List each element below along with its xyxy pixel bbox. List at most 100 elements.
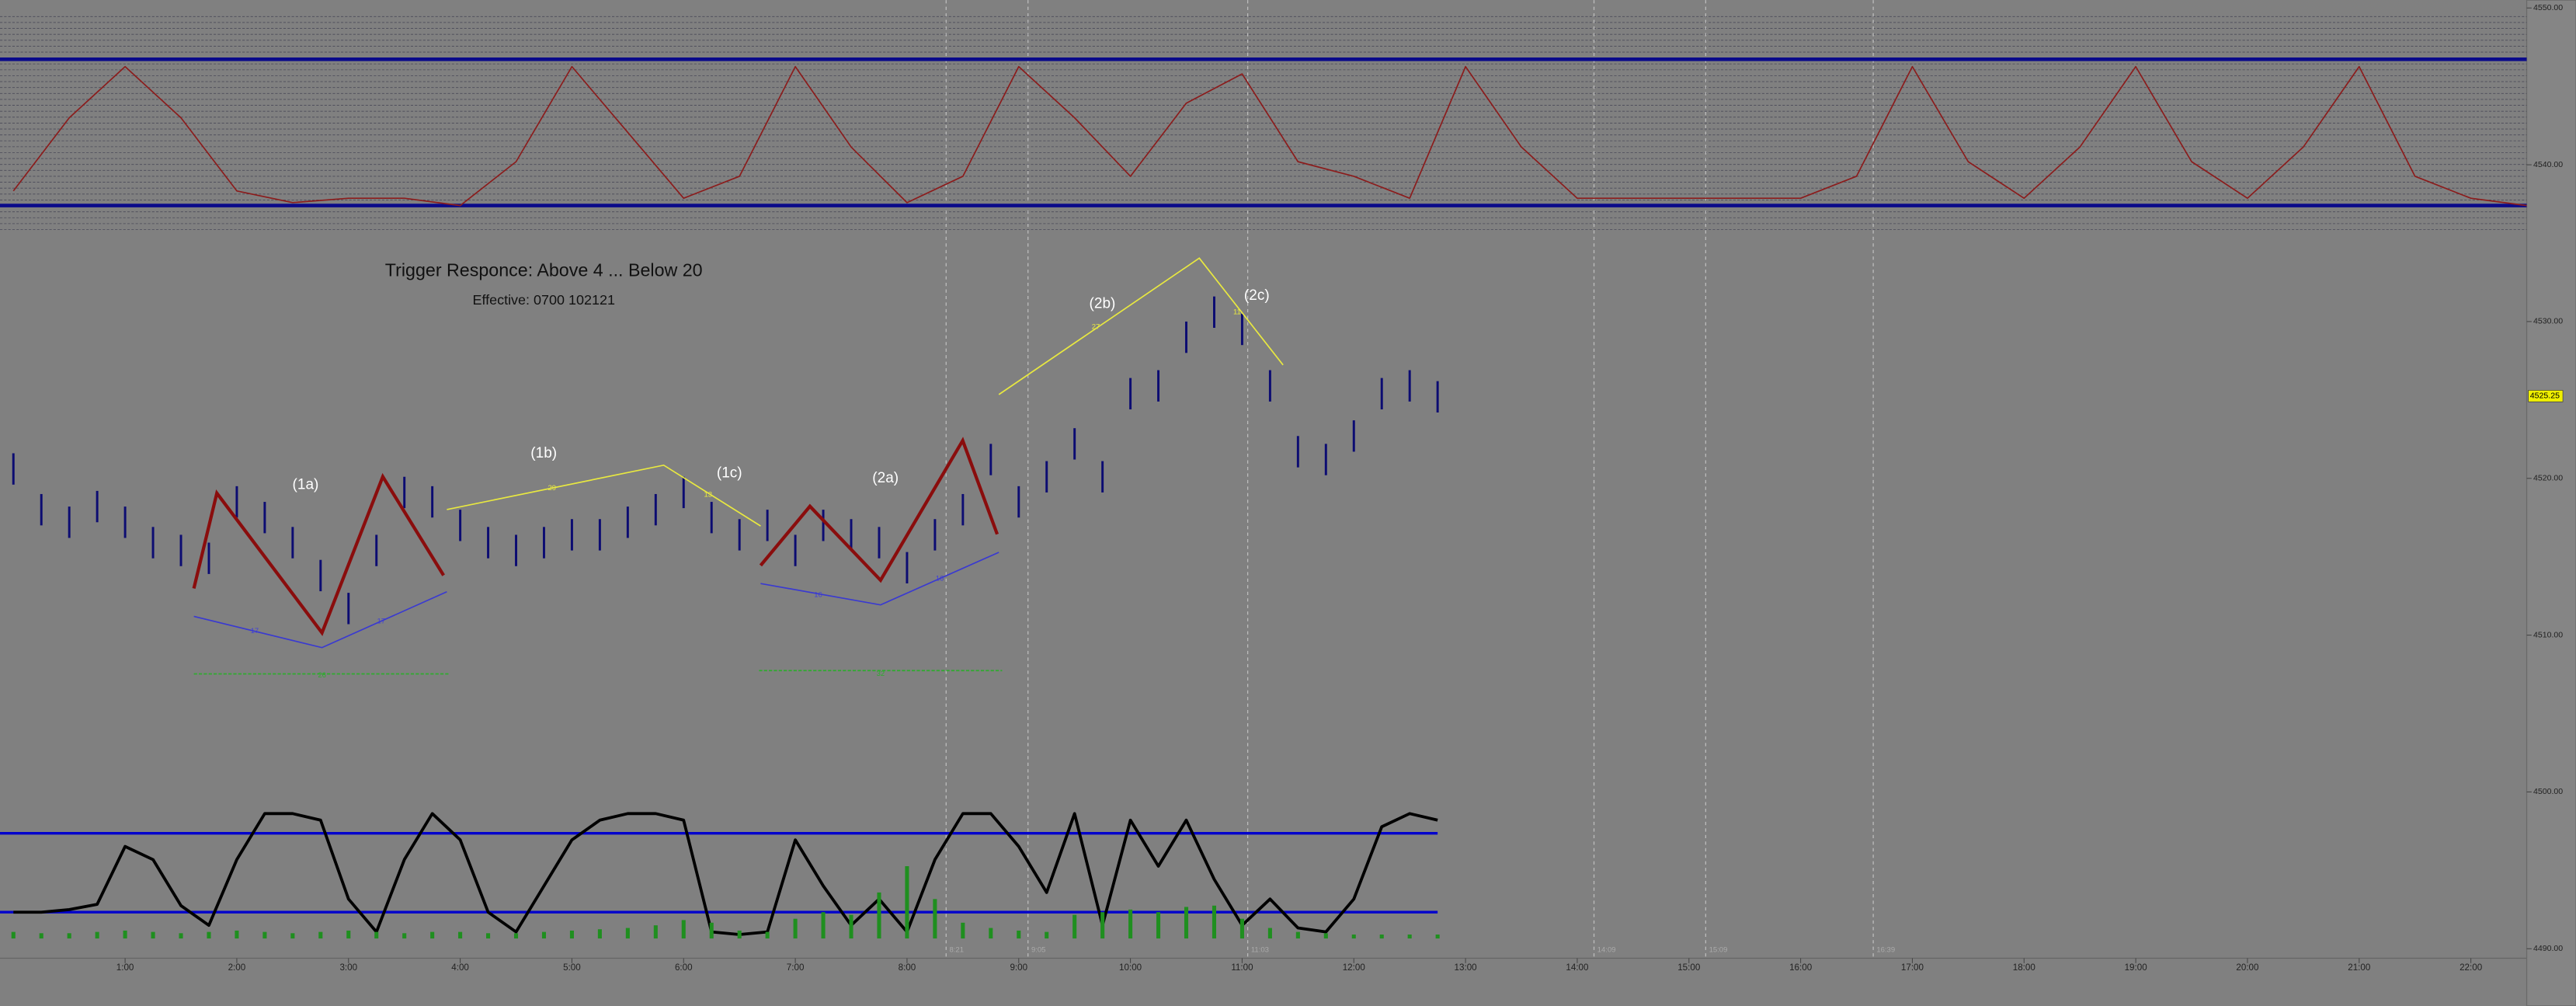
trend-line — [998, 257, 1284, 395]
volume-bar — [290, 933, 295, 939]
x-tick-label: 14:00 — [1566, 962, 1589, 973]
volume-bar — [1379, 935, 1384, 939]
x-tick-label: 19:00 — [2125, 962, 2148, 973]
volume-bar — [11, 931, 16, 939]
volume-bar — [430, 931, 435, 939]
volume-bar — [877, 892, 881, 939]
x-tick-label: 4:00 — [451, 962, 469, 973]
volume-bar — [1128, 909, 1133, 939]
volume-bar — [374, 931, 379, 939]
volume-bar — [1212, 905, 1217, 939]
x-tick-label: 10:00 — [1119, 962, 1142, 973]
volume-bar — [458, 931, 463, 939]
volume-bar — [905, 866, 909, 939]
annotation: 11 — [1233, 308, 1241, 317]
x-tick-label: 5:00 — [563, 962, 581, 973]
volume-bar — [569, 930, 574, 939]
x-tick-label: 12:00 — [1343, 962, 1366, 973]
x-tick-label: 21:00 — [2348, 962, 2371, 973]
y-tick-label: 4530.00 — [2533, 317, 2563, 326]
last-price-box — [2528, 390, 2564, 402]
indicator-line — [13, 812, 1438, 936]
x-tick-label: 18:00 — [2013, 962, 2036, 973]
x-tick-label: 7:00 — [787, 962, 805, 973]
x-tick-label: 20:00 — [2236, 962, 2259, 973]
x-tick-label: 11:00 — [1231, 962, 1253, 973]
session-label: 16:39 — [1876, 945, 1895, 954]
annotation: (1b) — [530, 445, 557, 461]
volume-bar — [123, 930, 127, 939]
volume-bar — [1239, 918, 1244, 939]
y-tick-label: 4520.00 — [2533, 474, 2563, 483]
volume-bar — [1184, 907, 1189, 939]
volume-bar — [39, 933, 43, 939]
volume-bar — [318, 931, 323, 939]
annotation: 13 — [704, 490, 712, 499]
volume-bar — [989, 928, 993, 939]
x-tick-label: 8:00 — [899, 962, 916, 973]
volume-bar — [625, 928, 630, 939]
drawings — [192, 257, 1284, 675]
volume-bar — [1045, 931, 1049, 939]
volume-bar — [1017, 930, 1021, 939]
volume-bar — [765, 931, 770, 939]
annotation: (2c) — [1244, 287, 1270, 304]
volume-bar — [597, 929, 602, 939]
annotation: 27 — [1092, 323, 1100, 332]
y-tick-label: 4540.00 — [2533, 160, 2563, 169]
volume-bar — [1072, 914, 1077, 939]
x-tick-label: 22:00 — [2460, 962, 2483, 973]
session-label: 11:03 — [1251, 945, 1269, 954]
session-label: 14:09 — [1597, 945, 1616, 954]
price-axis-strip — [2526, 0, 2576, 1006]
x-tick-label: 16:00 — [1789, 962, 1813, 973]
y-tick-label: 4490.00 — [2533, 944, 2563, 953]
volume-bar — [1267, 928, 1272, 939]
zigzag — [759, 437, 999, 583]
annotation: (2a) — [872, 470, 899, 486]
volume-bar — [1435, 935, 1440, 939]
session-label: 8:21 — [950, 945, 965, 954]
volume-bar — [179, 933, 183, 939]
x-tick-label: 1:00 — [116, 962, 134, 973]
x-tick-label: 6:00 — [675, 962, 693, 973]
annotation: 32 — [877, 670, 885, 678]
zigzag — [192, 472, 445, 636]
volume-bar — [1323, 933, 1328, 939]
annotation: (1c) — [717, 465, 742, 481]
volume-bar — [513, 933, 519, 939]
volume-bar — [737, 930, 742, 939]
y-tick-label: 4510.00 — [2533, 630, 2563, 639]
annotation: 26 — [318, 671, 326, 680]
annotation: (1a) — [293, 476, 319, 493]
volume-bar — [1100, 912, 1105, 939]
volume-bar — [402, 933, 407, 939]
x-tick-label: 2:00 — [228, 962, 246, 973]
chart-title: Trigger Responce: Above 4 ... Below 20 — [385, 259, 703, 280]
volume-bar — [1295, 931, 1300, 939]
session-label: 15:09 — [1709, 945, 1728, 954]
volume-bar — [235, 930, 239, 939]
volume-bar — [1351, 935, 1356, 939]
volume-bar — [933, 899, 937, 939]
x-tick-label: 13:00 — [1455, 962, 1478, 973]
x-tick-label: 9:00 — [1010, 962, 1027, 973]
volume-bar — [709, 922, 714, 939]
x-tick-label: 3:00 — [339, 962, 357, 973]
trend-line — [760, 552, 999, 606]
last-price-label: 4525.25 — [2530, 392, 2560, 401]
volume-bar — [486, 933, 491, 939]
volume-bar — [681, 920, 686, 939]
annotation: (2b) — [1090, 296, 1116, 312]
volume-bar — [346, 930, 351, 939]
volume-bar — [95, 931, 99, 939]
volume-bar — [1407, 935, 1412, 939]
volume-bar — [262, 931, 267, 939]
y-tick-label: 4500.00 — [2533, 787, 2563, 796]
session-label: 9:05 — [1031, 945, 1046, 954]
indicator-line — [12, 65, 2527, 207]
volume-bar — [151, 931, 155, 939]
